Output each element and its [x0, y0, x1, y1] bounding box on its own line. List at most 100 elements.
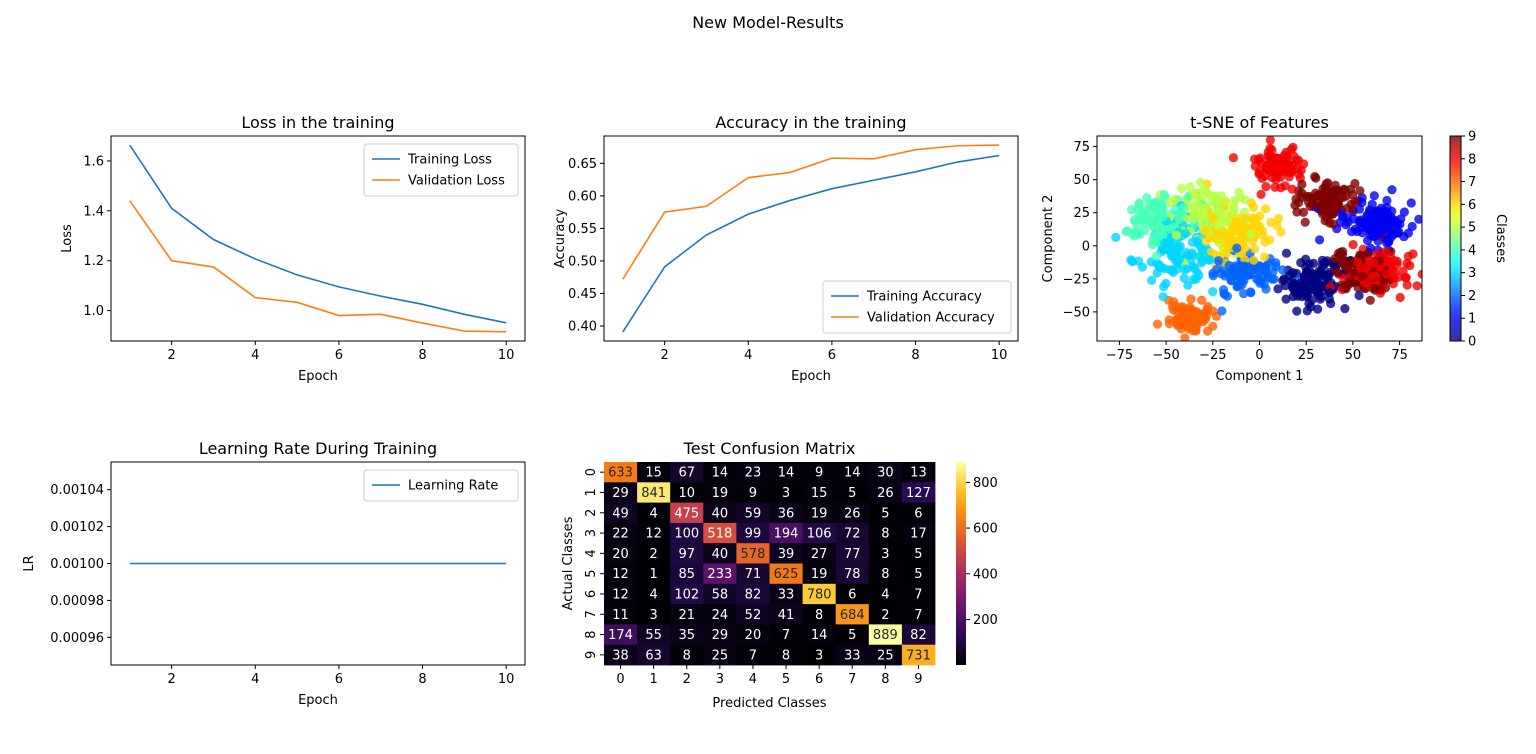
scatter-point: [1292, 306, 1302, 316]
scatter-point: [1387, 265, 1397, 275]
colorbar-tick-label: 600: [973, 522, 998, 537]
x-tick-label: 0: [616, 672, 624, 687]
scatter-point: [1224, 239, 1234, 249]
scatter-point: [1287, 184, 1297, 194]
cell-value: 29: [712, 628, 729, 643]
legend-entry: Learning Rate: [408, 479, 498, 494]
scatter-point: [1220, 227, 1230, 238]
scatter-point: [1234, 280, 1244, 290]
scatter-point: [1405, 260, 1415, 271]
heatmap-cell: [901, 583, 936, 605]
heatmap-cell: [604, 644, 638, 666]
scatter-point: [1290, 200, 1300, 210]
heatmap-cell: [835, 604, 870, 625]
cell-value: 14: [811, 628, 828, 643]
scatter-point: [1355, 217, 1365, 227]
y-axis-label: Actual Classes: [561, 516, 576, 610]
scatter-point: [1370, 283, 1380, 293]
scatter-point: [1332, 267, 1342, 277]
cell-value: 633: [608, 466, 633, 481]
scatter-point: [1280, 281, 1290, 291]
cell-value: 5: [881, 506, 889, 521]
scatter-point: [1240, 243, 1250, 253]
scatter-point: [1326, 298, 1336, 309]
heatmap-cell: [802, 462, 837, 483]
scatter-point: [1300, 217, 1310, 227]
cell-value: 19: [712, 486, 729, 501]
scatter-point: [1363, 235, 1373, 246]
scatter-point: [1354, 290, 1364, 301]
scatter-point: [1192, 267, 1202, 277]
heatmap-cell: [802, 482, 837, 503]
heatmap-cell: [901, 502, 936, 524]
heatmap-cell: [736, 502, 770, 524]
cell-value: 63: [645, 648, 662, 663]
heatmap-cell: [901, 563, 936, 585]
y-tick-label: 0.00102: [50, 520, 104, 535]
heatmap-cell: [637, 644, 671, 666]
scatter-point: [1349, 268, 1359, 278]
x-tick-label: 10: [498, 672, 515, 687]
x-tick-label: 6: [815, 672, 823, 687]
scatter-point: [1250, 215, 1260, 225]
heatmap-cell: [637, 563, 671, 585]
cell-value: 99: [745, 527, 762, 542]
heatmap-cell: [769, 604, 803, 625]
cell-value: 14: [778, 466, 795, 481]
colorbar-tick-label: 2: [1468, 289, 1476, 304]
scatter-point: [1300, 276, 1310, 286]
acc-frame: [603, 135, 1019, 342]
scatter-point: [1200, 226, 1210, 236]
scatter-point: [1153, 222, 1163, 232]
heatmap-cell: [637, 502, 671, 524]
scatter-point: [1159, 189, 1169, 200]
scatter-point: [1325, 288, 1335, 298]
scatter-point: [1201, 236, 1211, 246]
scatter-point: [1372, 248, 1382, 258]
x-tick-label: 4: [749, 672, 757, 687]
x-tick-label: 2: [683, 672, 691, 687]
scatter-point: [1286, 164, 1296, 174]
heatmap-cell: [670, 644, 704, 666]
scatter-point: [1310, 172, 1320, 182]
heatmap-cell: [736, 644, 770, 666]
heatmap-cell: [736, 543, 770, 564]
scatter-point: [1348, 240, 1358, 250]
scatter-point: [1316, 267, 1326, 277]
legend-acc: Training Accuracy Validation Accuracy: [822, 280, 1012, 334]
heatmap-cell: [703, 563, 737, 585]
heatmap-cell: [736, 604, 770, 625]
colorbar-tick-label: 4: [1468, 243, 1476, 258]
scatter-point: [1273, 213, 1284, 223]
scatter-point: [1196, 315, 1206, 325]
series-line-loss-1: [129, 200, 507, 333]
scatter-point: [1202, 304, 1212, 314]
scatter-point: [1159, 282, 1169, 292]
scatter-point: [1189, 190, 1200, 200]
colorbar-tick-label: 1: [1468, 312, 1476, 327]
scatter-point: [1180, 333, 1190, 341]
scatter-point: [1208, 213, 1218, 223]
heatmap-cell: [703, 502, 737, 524]
axes-title: Accuracy in the training: [715, 113, 906, 132]
scatter-point: [1276, 227, 1286, 237]
scatter-point: [1320, 182, 1331, 192]
heatmap-cell: [637, 462, 671, 483]
scatter-point: [1213, 202, 1223, 212]
axes-title: Learning Rate During Training: [199, 439, 437, 458]
x-axis-label: Predicted Classes: [712, 696, 826, 711]
colorbar-tick-label: 200: [973, 613, 998, 628]
scatter-point: [1365, 205, 1375, 215]
heatmap-cell: [736, 624, 770, 646]
y-axis-label: Loss: [60, 224, 75, 253]
heatmap-cell: [868, 462, 903, 483]
cell-value: 78: [844, 567, 861, 582]
scatter-point: [1213, 256, 1223, 266]
scatter-point: [1229, 200, 1239, 210]
heatmap-cell: [670, 462, 704, 483]
scatter-point: [1185, 182, 1195, 192]
scatter-point: [1354, 204, 1364, 214]
cell-value: 7: [749, 648, 757, 663]
scatter-point: [1191, 274, 1201, 284]
